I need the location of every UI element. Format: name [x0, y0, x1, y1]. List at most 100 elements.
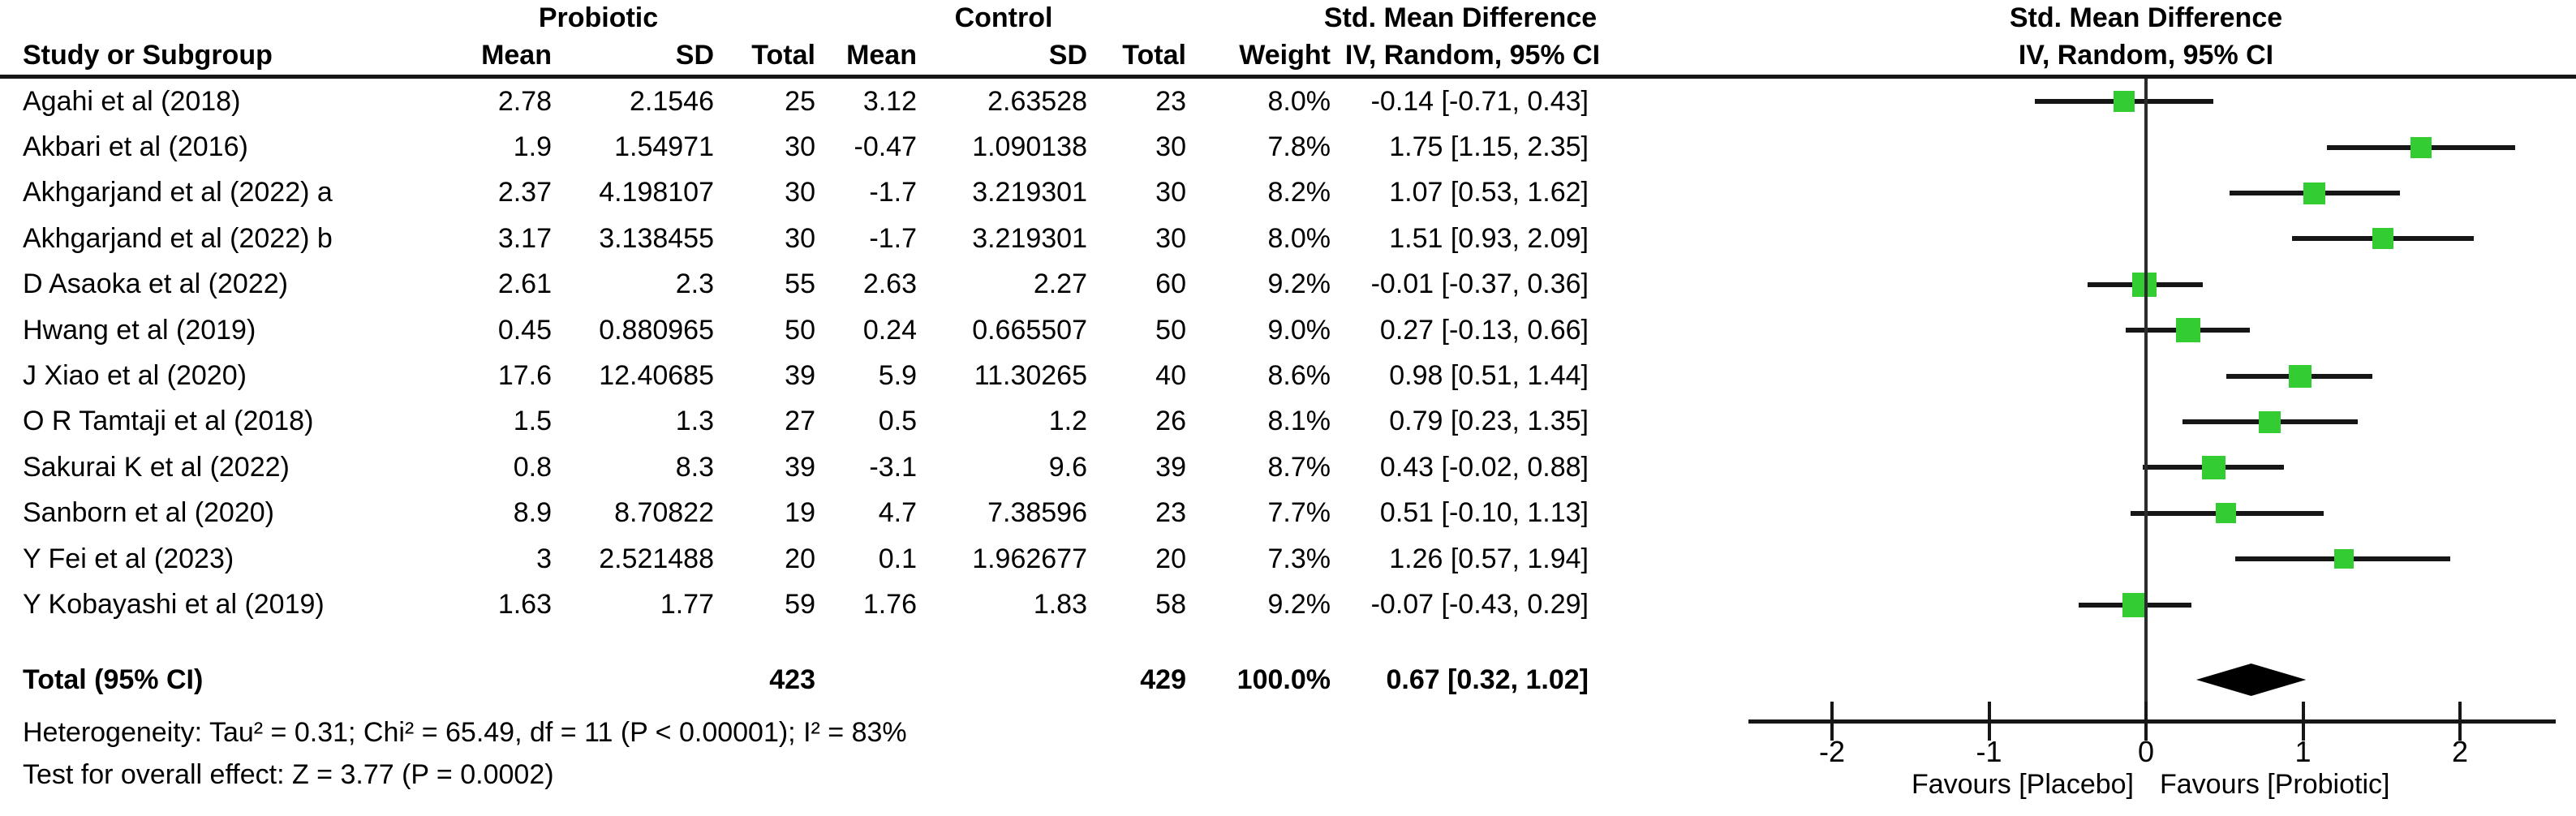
total1-value: 27: [785, 406, 815, 437]
sd2-value: 0.665507: [972, 314, 1087, 346]
axis-tick: [2301, 702, 2305, 741]
mean1-column-header: Mean: [481, 39, 552, 71]
axis-tick: [2458, 702, 2462, 741]
study-row: Y Kobayashi et al (2019) 1.63 1.77 59 1.76 1.…: [0, 582, 1623, 627]
sd1-value: 2.3: [675, 268, 714, 300]
study-row: Akhgarjand et al (2022) b 3.17 3.138455 30 -…: [0, 216, 1623, 261]
ci-text-value: 0.27 [-0.13, 0.66]: [1379, 314, 1589, 346]
study-row: Akhgarjand et al (2022) a 2.37 4.198107 30 -…: [0, 170, 1623, 216]
ci-text-value: -0.01 [-0.37, 0.36]: [1370, 268, 1589, 300]
axis-tick: [1987, 702, 1991, 741]
total2-value: 58: [1155, 589, 1186, 621]
sd1-value: 3.138455: [599, 222, 714, 254]
weight-value: 7.7%: [1267, 497, 1331, 529]
ci-text-value: 1.07 [0.53, 1.62]: [1389, 177, 1589, 208]
total-n2: 429: [1140, 664, 1186, 695]
total-row: Total (95% CI) 423 429 100.0% 0.67 [0.32…: [0, 657, 1623, 702]
sd2-value: 9.6: [1048, 451, 1087, 483]
total2-value: 30: [1155, 177, 1186, 208]
weight-value: 8.0%: [1267, 222, 1331, 254]
axis-tick-label: -2: [1818, 735, 1846, 768]
total1-value: 20: [785, 543, 815, 574]
sd2-value: 1.83: [1033, 589, 1087, 621]
mean2-value: 5.9: [878, 360, 917, 392]
sd1-value: 8.70822: [614, 497, 714, 529]
total1-value: 50: [785, 314, 815, 346]
ci-text-value: 0.98 [0.51, 1.44]: [1389, 360, 1589, 392]
weight-value: 9.2%: [1267, 268, 1331, 300]
sd1-value: 1.3: [675, 406, 714, 437]
study-name: Y Fei et al (2023): [23, 543, 234, 574]
total1-value: 25: [785, 85, 815, 117]
sd2-value: 1.962677: [972, 543, 1087, 574]
column-header-row: Study or Subgroup Mean SD Total Mean SD …: [0, 36, 2576, 75]
study-name: Agahi et al (2018): [23, 85, 241, 117]
effect-square: [2303, 182, 2325, 204]
mean2-value: -1.7: [869, 177, 917, 208]
total-ci-text: 0.67 [0.32, 1.02]: [1386, 664, 1589, 695]
sd1-value: 2.521488: [599, 543, 714, 574]
sd2-value: 2.63528: [987, 85, 1087, 117]
mean2-value: 0.24: [862, 314, 917, 346]
sd1-value: 4.198107: [599, 177, 714, 208]
study-name: Hwang et al (2019): [23, 314, 256, 346]
total1-column-header: Total: [751, 39, 815, 71]
effect-square: [2259, 410, 2281, 433]
sd2-value: 2.27: [1033, 268, 1087, 300]
weight-value: 7.8%: [1267, 131, 1331, 163]
study-row: Akbari et al (2016) 1.9 1.54971 30 -0.47 1.09…: [0, 124, 1623, 170]
mean1-value: 1.5: [513, 406, 552, 437]
total1-value: 39: [785, 451, 815, 483]
study-name: J Xiao et al (2020): [23, 360, 247, 392]
weight-value: 8.7%: [1267, 451, 1331, 483]
sd2-value: 7.38596: [987, 497, 1087, 529]
total-n1: 423: [769, 664, 815, 695]
study-row: J Xiao et al (2020) 17.6 12.40685 39 5.9 11.3…: [0, 353, 1623, 398]
weight-value: 8.2%: [1267, 177, 1331, 208]
x-axis-line: [1748, 719, 2557, 724]
sd2-value: 3.219301: [972, 177, 1087, 208]
ci-text-value: 1.26 [0.57, 1.94]: [1389, 543, 1589, 574]
total2-value: 20: [1155, 543, 1186, 574]
header-divider-line: [0, 75, 2576, 79]
study-row: Hwang et al (2019) 0.45 0.880965 50 0.24 0.66…: [0, 307, 1623, 353]
effect-square: [2216, 503, 2237, 524]
ci-text-value: 1.51 [0.93, 2.09]: [1389, 222, 1589, 254]
weight-value: 9.0%: [1267, 314, 1331, 346]
total1-value: 39: [785, 360, 815, 392]
axis-tick-label: 2: [2451, 735, 2469, 768]
study-row: O R Tamtaji et al (2018) 1.5 1.3 27 0.5 1.2 26…: [0, 399, 1623, 445]
mean2-value: 3.12: [862, 85, 917, 117]
ci-text-value: 0.43 [-0.02, 0.88]: [1379, 451, 1589, 483]
total2-value: 40: [1155, 360, 1186, 392]
total1-value: 19: [785, 497, 815, 529]
mean2-value: -0.47: [854, 131, 918, 163]
study-name: Sanborn et al (2020): [23, 497, 274, 529]
mean1-value: 1.9: [513, 131, 552, 163]
effect-square: [2288, 364, 2312, 388]
mean1-value: 17.6: [497, 360, 552, 392]
total2-value: 50: [1155, 314, 1186, 346]
axis-tick: [2144, 702, 2148, 741]
total1-value: 30: [785, 177, 815, 208]
axis-tick-label: -1: [1976, 735, 2002, 768]
total2-column-header: Total: [1122, 39, 1186, 71]
mean2-value: 4.7: [878, 497, 917, 529]
weight-value: 7.3%: [1267, 543, 1331, 574]
study-name: Akhgarjand et al (2022) b: [23, 222, 333, 254]
study-column-header: Study or Subgroup: [23, 39, 273, 71]
study-row: Sakurai K et al (2022) 0.8 8.3 39 -3.1 9.6 39 8…: [0, 445, 1623, 490]
effect-square: [2410, 136, 2432, 158]
mean2-value: 0.5: [878, 406, 917, 437]
study-row: Sanborn et al (2020) 8.9 8.70822 19 4.7 7.385…: [0, 491, 1623, 536]
total2-value: 23: [1155, 85, 1186, 117]
total-weight: 100.0%: [1236, 664, 1331, 695]
effect-column-header: Std. Mean Difference: [1323, 2, 1598, 33]
sd1-value: 0.880965: [599, 314, 714, 346]
total1-value: 55: [785, 268, 815, 300]
effect-square: [2372, 228, 2394, 250]
weight-value: 9.2%: [1267, 589, 1331, 621]
ci-text-value: 0.79 [0.23, 1.35]: [1389, 406, 1589, 437]
